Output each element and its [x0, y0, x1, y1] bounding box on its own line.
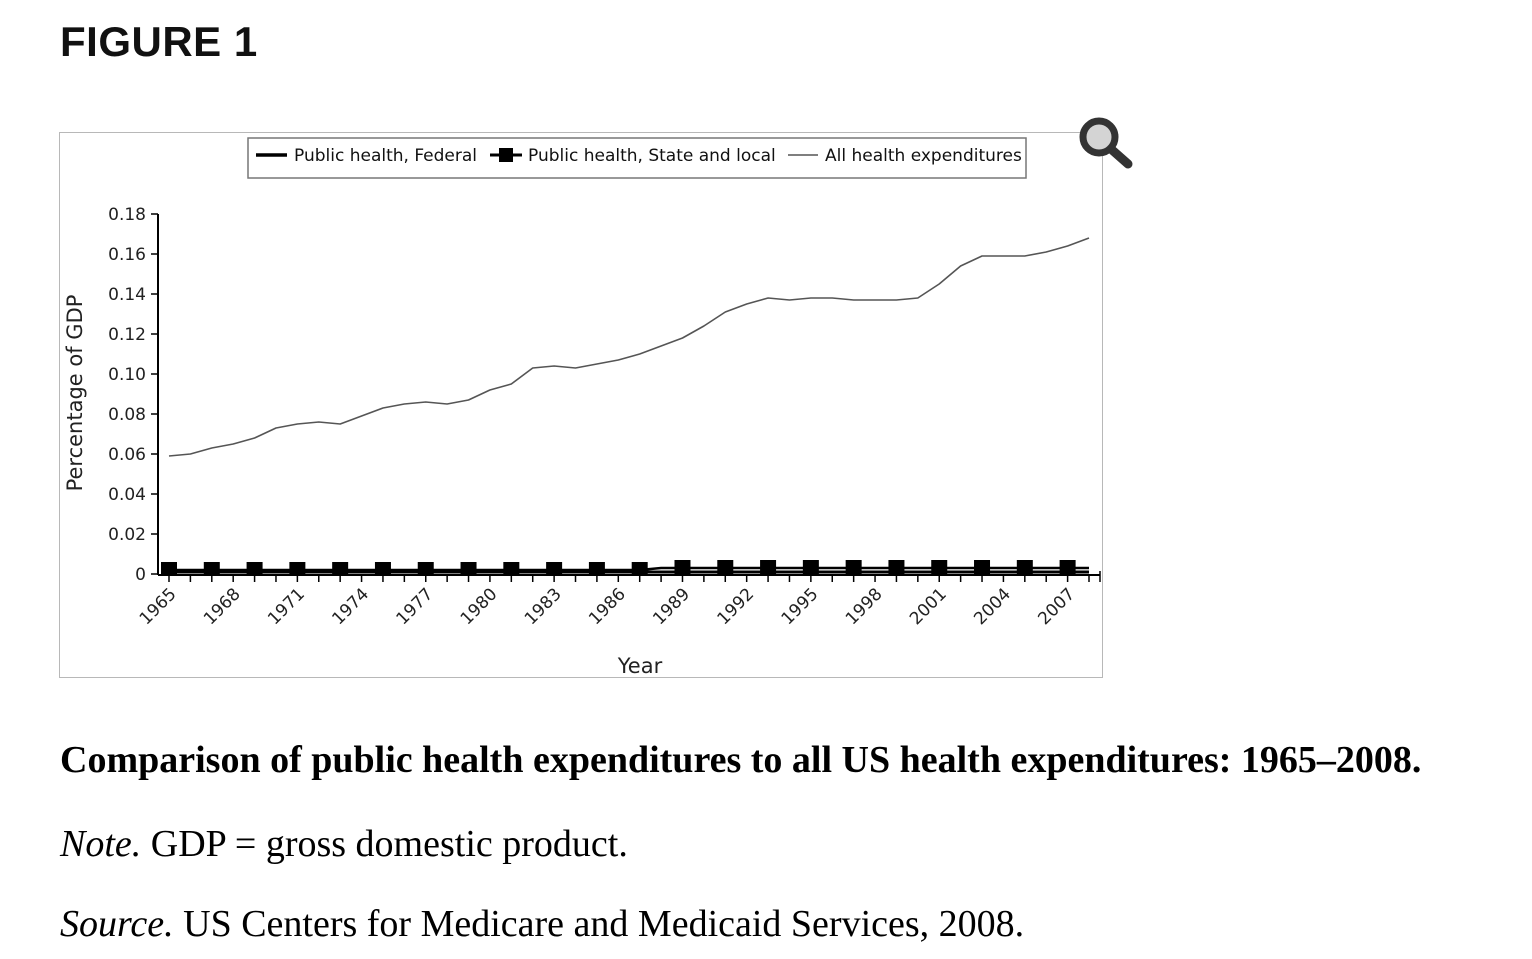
- legend-label-state-local: Public health, State and local: [528, 146, 776, 166]
- figure-source: Source. US Centers for Medicare and Medi…: [60, 902, 1024, 946]
- figure-note: Note. GDP = gross domestic product.: [60, 822, 628, 866]
- data-point-marker: [1059, 560, 1076, 574]
- x-tick-label: 1986: [585, 584, 630, 629]
- x-tick-label: 1980: [457, 584, 502, 629]
- y-tick-label: 0.12: [108, 325, 146, 345]
- x-tick-label: 1989: [649, 584, 694, 629]
- data-point-marker: [717, 560, 734, 574]
- y-tick-label: 0.04: [108, 485, 146, 505]
- y-tick-label: 0.08: [108, 405, 146, 425]
- x-tick-label: 1992: [713, 584, 758, 629]
- data-point-marker: [203, 562, 220, 576]
- y-tick-label: 0.16: [108, 245, 146, 265]
- legend-label-all: All health expenditures: [825, 146, 1022, 166]
- x-tick-label: 1998: [842, 584, 887, 629]
- y-tick-label: 0.18: [108, 205, 146, 225]
- data-point-marker: [289, 562, 306, 576]
- chart-frame: Public health, Federal Public health, St…: [59, 132, 1103, 678]
- magnifier-icon: [1079, 117, 1133, 169]
- note-label: Note.: [60, 823, 142, 865]
- zoom-image-button[interactable]: [1072, 112, 1138, 174]
- data-point-marker: [588, 562, 605, 576]
- data-point-marker: [845, 560, 862, 574]
- figure-caption-title: Comparison of public health expenditures…: [60, 739, 1422, 781]
- legend: Public health, Federal Public health, St…: [247, 137, 1027, 179]
- x-tick-label: 2004: [970, 584, 1015, 629]
- source-label: Source.: [60, 903, 174, 945]
- data-point-marker: [546, 562, 563, 576]
- data-point-marker: [760, 560, 777, 574]
- y-tick-label: 0.02: [108, 525, 146, 545]
- data-point-marker: [674, 560, 691, 574]
- y-axis-label: Percentage of GDP: [63, 295, 87, 492]
- x-tick-label: 1983: [521, 584, 566, 629]
- line-chart: Public health, Federal Public health, St…: [63, 137, 1101, 678]
- x-tick-label: 1968: [200, 584, 245, 629]
- y-tick-label: 0.06: [108, 445, 146, 465]
- x-tick-label: 1965: [136, 584, 181, 629]
- x-tick-label: 1971: [264, 584, 309, 629]
- data-point-marker: [460, 562, 477, 576]
- x-tick-label: 1995: [778, 584, 823, 629]
- data-point-marker: [417, 562, 434, 576]
- data-point-marker: [161, 562, 177, 576]
- x-tick-label: 1977: [393, 584, 438, 629]
- x-tick-label: 2001: [906, 584, 951, 629]
- note-text: GDP = gross domestic product.: [141, 823, 628, 865]
- data-point-marker: [931, 560, 948, 574]
- legend-box: [247, 137, 1027, 179]
- x-axis-label: Year: [617, 654, 663, 678]
- data-point-marker: [246, 562, 263, 576]
- data-point-marker: [888, 560, 905, 574]
- data-point-marker: [374, 562, 391, 576]
- x-tick-label: 1974: [328, 584, 373, 629]
- y-tick-label: 0: [135, 565, 146, 585]
- series-line-2: [168, 237, 1090, 457]
- source-text: US Centers for Medicare and Medicaid Ser…: [173, 903, 1025, 945]
- series-line-1: [169, 566, 1089, 572]
- data-point-marker: [1016, 560, 1033, 574]
- legend-label-federal: Public health, Federal: [294, 146, 477, 166]
- figure-label: FIGURE 1: [60, 18, 258, 65]
- x-tick-label: 2007: [1034, 584, 1079, 629]
- data-point-marker: [974, 560, 991, 574]
- legend-marker-state-local: [499, 148, 513, 162]
- data-point-marker: [503, 562, 520, 576]
- data-point-marker: [332, 562, 349, 576]
- y-tick-label: 0.14: [108, 285, 146, 305]
- data-point-marker: [631, 562, 648, 576]
- y-tick-label: 0.10: [108, 365, 146, 385]
- data-point-marker: [802, 560, 819, 574]
